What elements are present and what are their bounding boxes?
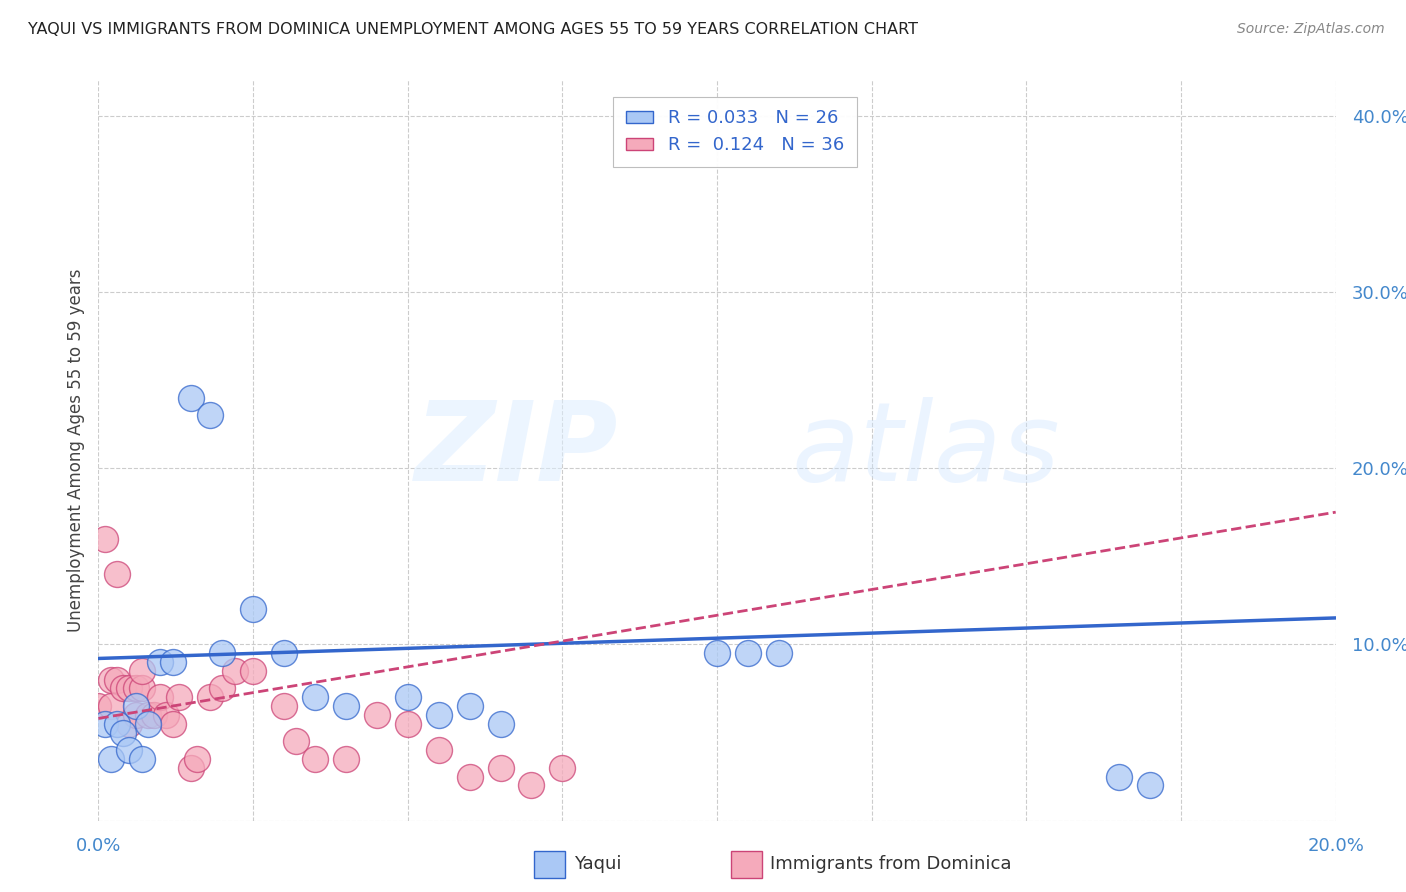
Text: Immigrants from Dominica: Immigrants from Dominica	[770, 855, 1012, 873]
Point	[180, 761, 202, 775]
Point	[118, 681, 141, 696]
Point	[112, 681, 135, 696]
Point	[520, 778, 543, 792]
Point	[458, 699, 481, 714]
Point	[198, 408, 221, 422]
Point	[706, 646, 728, 660]
Text: atlas: atlas	[792, 397, 1060, 504]
Point	[167, 690, 190, 705]
Point	[768, 646, 790, 660]
Point	[180, 391, 202, 405]
Text: Yaqui: Yaqui	[574, 855, 621, 873]
Point	[304, 690, 326, 705]
Point	[124, 681, 146, 696]
Point	[186, 752, 208, 766]
Point	[131, 664, 153, 678]
Point	[366, 707, 388, 722]
Point	[155, 707, 177, 722]
Point	[335, 752, 357, 766]
Point	[136, 707, 159, 722]
Point	[93, 532, 115, 546]
Point	[105, 716, 128, 731]
Point	[1108, 770, 1130, 784]
Point	[124, 699, 146, 714]
Point	[149, 655, 172, 669]
Point	[396, 716, 419, 731]
Point	[100, 673, 122, 687]
Point	[489, 761, 512, 775]
Point	[131, 752, 153, 766]
Point	[136, 716, 159, 731]
Point	[458, 770, 481, 784]
Point	[162, 716, 184, 731]
Point	[124, 707, 146, 722]
Point	[211, 646, 233, 660]
Text: ZIP: ZIP	[415, 397, 619, 504]
Text: YAQUI VS IMMIGRANTS FROM DOMINICA UNEMPLOYMENT AMONG AGES 55 TO 59 YEARS CORRELA: YAQUI VS IMMIGRANTS FROM DOMINICA UNEMPL…	[28, 22, 918, 37]
Text: Source: ZipAtlas.com: Source: ZipAtlas.com	[1237, 22, 1385, 37]
Point	[273, 699, 295, 714]
Point	[273, 646, 295, 660]
Point	[335, 699, 357, 714]
Legend: R = 0.033   N = 26, R =  0.124   N = 36: R = 0.033 N = 26, R = 0.124 N = 36	[613, 96, 856, 167]
Point	[93, 716, 115, 731]
Point	[304, 752, 326, 766]
Y-axis label: Unemployment Among Ages 55 to 59 years: Unemployment Among Ages 55 to 59 years	[66, 268, 84, 632]
Point	[100, 752, 122, 766]
Point	[242, 664, 264, 678]
Point	[118, 743, 141, 757]
Point	[551, 761, 574, 775]
Point	[112, 725, 135, 739]
Point	[143, 707, 166, 722]
Point	[427, 707, 450, 722]
Point	[224, 664, 246, 678]
Point	[1139, 778, 1161, 792]
Point	[737, 646, 759, 660]
Point	[105, 566, 128, 581]
Point	[131, 681, 153, 696]
Point	[198, 690, 221, 705]
Point	[87, 699, 110, 714]
Point	[396, 690, 419, 705]
Point	[162, 655, 184, 669]
Point	[118, 716, 141, 731]
Point	[242, 602, 264, 616]
Point	[427, 743, 450, 757]
Point	[100, 699, 122, 714]
Point	[489, 716, 512, 731]
Point	[149, 690, 172, 705]
Point	[285, 734, 308, 748]
Point	[211, 681, 233, 696]
Point	[105, 673, 128, 687]
